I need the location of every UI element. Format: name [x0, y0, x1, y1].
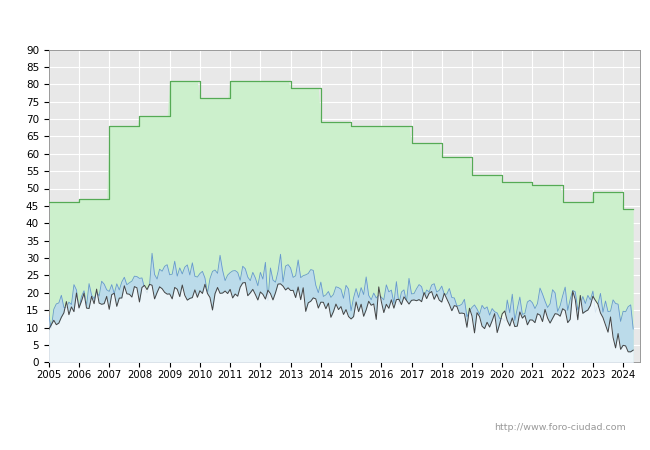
Text: http://www.foro-ciudad.com: http://www.foro-ciudad.com	[494, 423, 626, 432]
Text: Castejón de las Armas - Evolucion de la poblacion en edad de Trabajar Mayo de 20: Castejón de las Armas - Evolucion de la …	[64, 17, 586, 30]
